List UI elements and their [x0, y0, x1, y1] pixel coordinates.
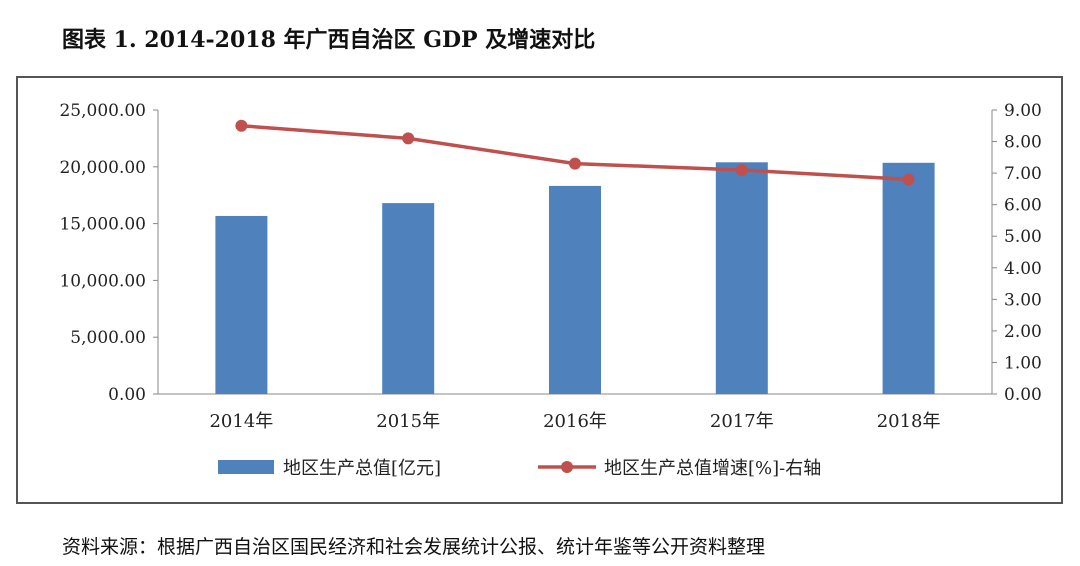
left-tick-label: 10,000.00: [59, 271, 146, 291]
x-tick-label: 2014年: [209, 411, 273, 432]
x-tick-label: 2018年: [877, 411, 941, 432]
left-tick-label: 0.00: [108, 385, 146, 405]
growth-rate-point: [735, 163, 748, 176]
right-tick-label: 3.00: [1004, 290, 1042, 310]
left-tick-label: 25,000.00: [59, 101, 146, 121]
x-tick-label: 2017年: [710, 411, 774, 432]
gdp-bar: [215, 215, 268, 394]
left-tick-label: 20,000.00: [59, 158, 146, 178]
left-tick-label: 5,000.00: [70, 328, 146, 348]
gdp-bar: [715, 162, 768, 394]
gdp-bar: [549, 185, 601, 394]
gdp-chart: 0.00 5,000.00 10,000.00 15,000.00 20,000.00 2…: [59, 101, 1042, 479]
source-note: 资料来源：根据广西自治区国民经济和社会发展统计公报、统计年鉴等公开资料整理: [62, 536, 766, 558]
left-tick-label: 15,000.00: [59, 215, 146, 235]
growth-rate-point: [569, 157, 581, 170]
right-tick-label: 1.00: [1004, 353, 1042, 373]
growth-rate-line: [241, 124, 909, 182]
legend-label-gdp: 地区生产总值[亿元]: [283, 458, 441, 479]
right-tick-label: 9.00: [1004, 101, 1042, 121]
right-tick-label: 0.00: [1004, 385, 1042, 405]
gdp-bar: [382, 203, 435, 394]
right-tick-label: 6.00: [1004, 196, 1042, 216]
legend-label-growth: 地区生产总值增速[%]-右轴: [604, 458, 821, 479]
x-tick-label: 2015年: [376, 411, 440, 432]
figure-title: 图表 1. 2014-2018 年广西自治区 GDP 及增速对比: [62, 27, 596, 53]
growth-rate-point: [902, 173, 915, 186]
growth-rate-point: [402, 132, 415, 145]
growth-rate-point: [235, 119, 248, 132]
legend-swatch-growth-point: [561, 461, 573, 473]
legend-swatch-gdp: [218, 460, 274, 474]
x-tick-label: 2016年: [543, 411, 607, 432]
right-tick-label: 5.00: [1004, 227, 1042, 247]
right-tick-label: 4.00: [1004, 259, 1042, 279]
right-tick-label: 8.00: [1004, 133, 1042, 153]
right-tick-label: 2.00: [1004, 322, 1042, 342]
gdp-bar: [882, 162, 935, 394]
right-tick-label: 7.00: [1004, 164, 1042, 184]
